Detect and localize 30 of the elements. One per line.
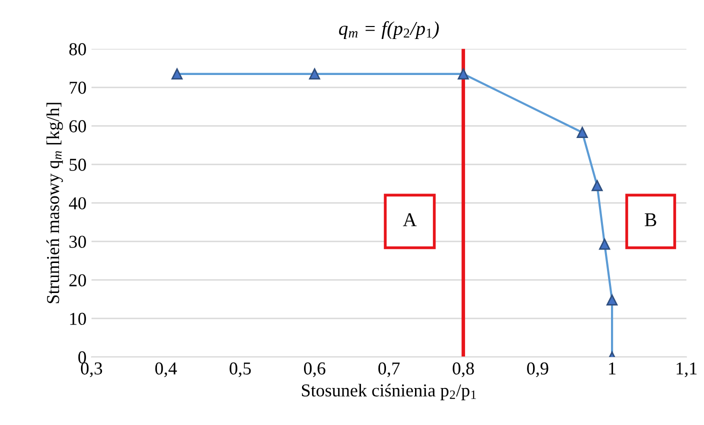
y-tick-label: 20 <box>69 274 86 286</box>
x-axis-title: Stosunek ciśnienia p$_{2}$/p$_{1}$ <box>302 384 476 400</box>
y-tick-label: 50 <box>70 158 86 171</box>
point <box>592 180 603 192</box>
annotation: B <box>644 213 656 226</box>
y-axis-title: Strumień masowy q$_{m}$ [kg/h] <box>46 102 63 304</box>
x-tick-label: 0,6 <box>304 362 326 378</box>
y-tick-label: 70 <box>70 82 86 94</box>
point <box>606 294 618 306</box>
x-tick-label: 0,4 <box>155 362 177 378</box>
point <box>309 68 320 80</box>
y-tick-label: 80 <box>69 43 86 56</box>
point <box>576 126 588 138</box>
y-tick-label: 0 <box>78 351 86 364</box>
x-tick-label: 1,1 <box>676 362 697 378</box>
x-tick-label: 0,8 <box>452 362 474 378</box>
y-tick-label: 10 <box>70 312 86 325</box>
annotation: A <box>402 213 417 226</box>
x-tick-label: 0,3 <box>80 362 102 378</box>
point <box>599 238 610 250</box>
y-tick-label: 40 <box>68 197 86 210</box>
point <box>171 68 183 80</box>
point <box>458 68 469 80</box>
x-tick-label: 1 <box>609 362 616 374</box>
x-tick-label: 0,5 <box>230 362 251 378</box>
y-tick-label: 30 <box>69 236 86 248</box>
chart-title: q$_{m}$ = f(p$_{2}$/p$_{1}$) <box>339 21 439 40</box>
x-tick-label: 0,7 <box>378 362 400 378</box>
x-tick-label: 0,9 <box>527 362 548 378</box>
y-tick-label: 60 <box>69 120 86 132</box>
